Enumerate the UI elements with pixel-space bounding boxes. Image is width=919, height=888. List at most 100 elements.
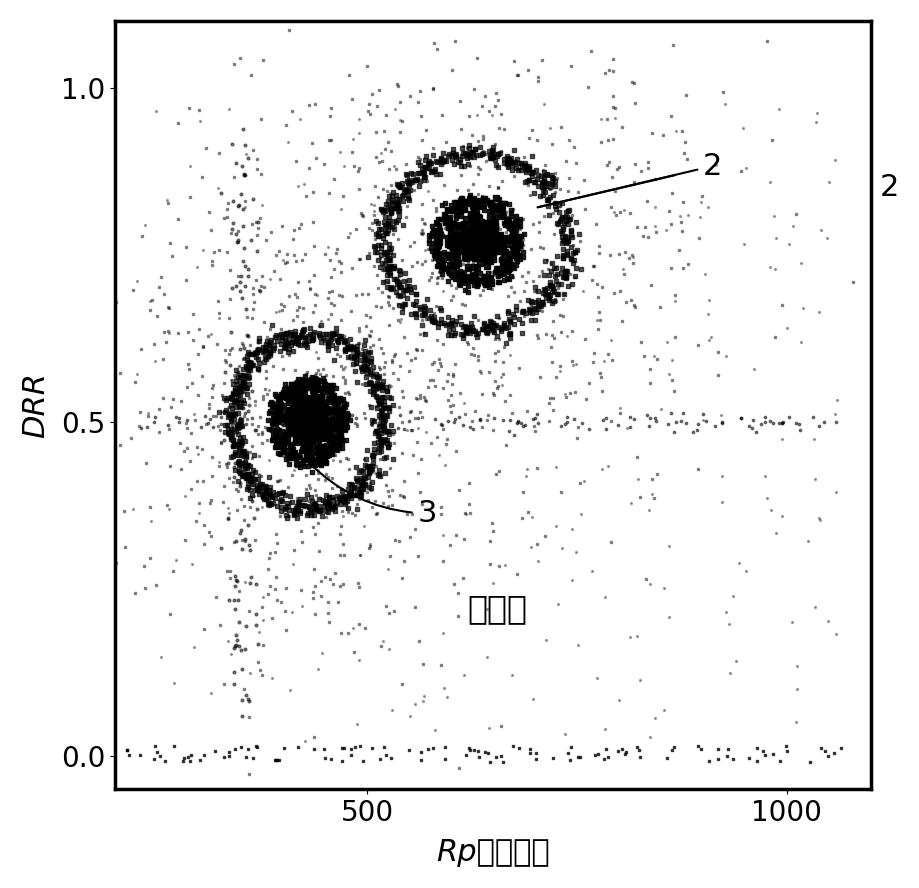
Point [380, 3, 395, 17]
Point [373, 412, 388, 426]
Point [544, 354, 559, 369]
Point [374, 202, 389, 217]
Point [504, 246, 518, 260]
Point [413, 485, 427, 499]
Point [231, 365, 245, 379]
Point [241, 457, 255, 472]
Point [484, 243, 499, 258]
Point [389, 273, 403, 287]
Point [563, 223, 578, 237]
Point [481, 241, 495, 255]
Point [262, 453, 277, 467]
Point [326, 500, 341, 514]
Point [514, 229, 528, 243]
Point [268, 440, 283, 454]
Point [301, 98, 316, 112]
Point [381, 253, 396, 267]
Point [329, 326, 344, 340]
Point [455, 266, 470, 281]
Point [549, 294, 563, 308]
Point [333, 349, 347, 363]
Point [476, 276, 491, 290]
X-axis label: Rp（欧姆）: Rp（欧姆） [437, 838, 550, 868]
Point [262, 496, 277, 511]
Point [307, 403, 322, 417]
Point [290, 495, 305, 509]
Point [317, 379, 332, 393]
Point [490, 160, 505, 174]
Point [494, 321, 509, 336]
Point [408, 342, 423, 356]
Point [335, 399, 349, 413]
Point [450, 243, 465, 258]
Point [496, 318, 511, 332]
Point [298, 423, 312, 437]
Point [312, 504, 326, 519]
Point [541, 261, 556, 275]
Point [674, 414, 688, 428]
Point [346, 159, 361, 173]
Point [296, 424, 311, 439]
Point [294, 425, 309, 440]
Point [389, 215, 403, 229]
Point [222, 471, 237, 485]
Point [425, 373, 440, 387]
Point [383, 260, 398, 274]
Point [306, 419, 321, 433]
Point [287, 248, 301, 262]
Point [202, 496, 217, 511]
Point [276, 417, 290, 432]
Point [319, 380, 334, 394]
Point [528, 752, 543, 766]
Point [471, 274, 486, 288]
Point [553, 266, 568, 280]
Point [492, 121, 506, 135]
Point [277, 398, 291, 412]
Point [345, 345, 359, 360]
Point [307, 425, 322, 440]
Point [674, 215, 688, 229]
Point [480, 413, 494, 427]
Point [382, 163, 397, 177]
Point [376, 381, 391, 395]
Point [791, 417, 806, 432]
Point [556, 233, 571, 247]
Point [348, 741, 363, 755]
Point [494, 262, 508, 276]
Point [258, 479, 273, 493]
Point [451, 266, 466, 281]
Point [274, 431, 289, 445]
Point [233, 51, 247, 65]
Point [380, 384, 394, 398]
Point [656, 703, 671, 718]
Point [233, 186, 248, 201]
Point [321, 387, 335, 401]
Point [764, 503, 778, 517]
Point [811, 419, 826, 433]
Point [556, 250, 571, 264]
Point [303, 377, 318, 391]
Point [302, 377, 317, 391]
Point [233, 456, 248, 470]
Point [455, 236, 470, 250]
Point [239, 687, 254, 702]
Point [529, 171, 544, 186]
Point [623, 496, 638, 510]
Point [251, 355, 266, 369]
Point [358, 319, 373, 333]
Point [613, 401, 628, 416]
Point [293, 456, 308, 470]
Point [397, 422, 412, 436]
Point [372, 441, 387, 456]
Point [564, 573, 579, 587]
Point [261, 587, 276, 601]
Point [371, 360, 386, 374]
Point [547, 330, 562, 345]
Point [295, 443, 310, 457]
Point [385, 483, 400, 497]
Point [507, 247, 522, 261]
Point [293, 409, 308, 424]
Point [305, 520, 320, 535]
Point [471, 277, 485, 291]
Point [463, 236, 478, 250]
